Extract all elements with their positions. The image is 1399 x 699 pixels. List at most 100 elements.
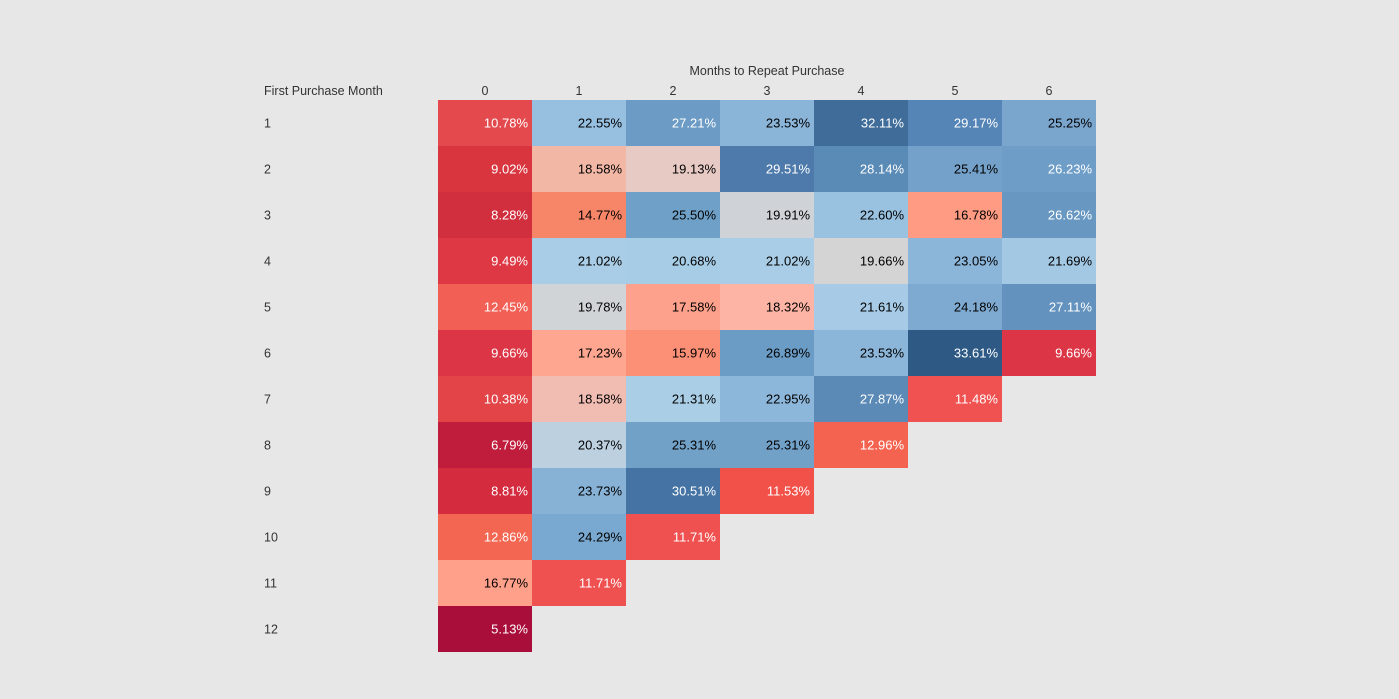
- heatmap-cell: [626, 238, 720, 284]
- cell-value-label: 9.02%: [491, 162, 528, 177]
- column-tick-label: 6: [1046, 84, 1053, 98]
- cell-value-label: 28.14%: [860, 162, 905, 177]
- cell-value-label: 21.31%: [672, 392, 717, 407]
- column-axis-title: Months to Repeat Purchase: [690, 64, 845, 78]
- cell-value-label: 25.25%: [1048, 116, 1093, 131]
- cell-value-label: 21.61%: [860, 300, 905, 315]
- heatmap-cell: [438, 560, 532, 606]
- heatmap-cell: [1002, 284, 1096, 330]
- cell-value-label: 18.58%: [578, 392, 623, 407]
- cell-value-label: 24.29%: [578, 530, 623, 545]
- column-tick-label: 4: [858, 84, 865, 98]
- column-tick-labels: 0 1 2 3 4 5 6: [482, 84, 1053, 98]
- cell-value-label: 10.78%: [484, 116, 529, 131]
- cell-value-label: 19.66%: [860, 254, 905, 269]
- cell-value-label: 12.96%: [860, 438, 905, 453]
- cell-value-label: 25.41%: [954, 162, 999, 177]
- cell-value-label: 12.86%: [484, 530, 529, 545]
- cell-value-label: 16.78%: [954, 208, 999, 223]
- cell-value-label: 22.60%: [860, 208, 905, 223]
- cell-value-label: 29.51%: [766, 162, 811, 177]
- heatmap-cell: [720, 238, 814, 284]
- heatmap-cell: [720, 468, 814, 514]
- cell-value-label: 19.91%: [766, 208, 811, 223]
- heatmap-cell: [438, 422, 532, 468]
- heatmap-cell: [814, 330, 908, 376]
- cell-value-label: 23.73%: [578, 484, 623, 499]
- row-tick-label: 2: [264, 163, 271, 177]
- cell-value-label: 10.38%: [484, 392, 529, 407]
- cell-value-label: 12.45%: [484, 300, 529, 315]
- heatmap-cell: [814, 284, 908, 330]
- heatmap-cell: [532, 468, 626, 514]
- cell-value-label: 20.68%: [672, 254, 717, 269]
- heatmap-cell: [532, 514, 626, 560]
- cell-value-label: 9.66%: [491, 346, 528, 361]
- cell-value-label: 8.28%: [491, 208, 528, 223]
- cell-value-label: 27.87%: [860, 392, 905, 407]
- cell-value-label: 14.77%: [578, 208, 623, 223]
- cell-value-label: 11.48%: [955, 392, 999, 407]
- cell-value-label: 27.11%: [1049, 300, 1093, 315]
- heatmap-cell: [626, 100, 720, 146]
- heatmap-cell: [438, 468, 532, 514]
- heatmap-cell: [1002, 100, 1096, 146]
- heatmap-cell: [438, 146, 532, 192]
- heatmap-cell: [438, 284, 532, 330]
- heatmap-cell: [532, 146, 626, 192]
- column-tick-label: 0: [482, 84, 489, 98]
- heatmap-cell: [532, 238, 626, 284]
- cell-value-label: 6.79%: [491, 438, 528, 453]
- heatmap-cell: [814, 376, 908, 422]
- cell-value-label: 26.89%: [766, 346, 811, 361]
- cell-value-label: 21.69%: [1048, 254, 1093, 269]
- row-tick-label: 12: [264, 623, 278, 637]
- heatmap-cell: [532, 100, 626, 146]
- cell-value-label: 18.58%: [578, 162, 623, 177]
- cell-value-label: 29.17%: [954, 116, 999, 131]
- heatmap-cell: [438, 376, 532, 422]
- heatmap-cell: [532, 284, 626, 330]
- heatmap-cell: [720, 192, 814, 238]
- heatmap-cell: [626, 376, 720, 422]
- cell-value-label: 11.71%: [673, 530, 717, 545]
- row-axis-title: First Purchase Month: [264, 84, 383, 98]
- heatmap-cell: [626, 330, 720, 376]
- heatmap-cell: [814, 100, 908, 146]
- heatmap-cell: [908, 146, 1002, 192]
- heatmap-cell: [720, 376, 814, 422]
- row-tick-label: 6: [264, 347, 271, 361]
- row-tick-label: 8: [264, 439, 271, 453]
- cell-value-label: 24.18%: [954, 300, 999, 315]
- heatmap-cell: [1002, 146, 1096, 192]
- column-tick-label: 2: [670, 84, 677, 98]
- cell-value-label: 11.71%: [579, 576, 623, 591]
- heatmap-cell: [908, 376, 1002, 422]
- cell-value-label: 11.53%: [767, 484, 811, 499]
- heatmap-cell: [438, 238, 532, 284]
- cell-value-label: 25.50%: [672, 208, 717, 223]
- row-tick-label: 5: [264, 301, 271, 315]
- heatmap-cell: [814, 146, 908, 192]
- heatmap-cell: [438, 192, 532, 238]
- heatmap-cell: [532, 330, 626, 376]
- cell-value-label: 25.31%: [672, 438, 717, 453]
- heatmap-cell: [720, 422, 814, 468]
- cell-value-label: 19.13%: [672, 162, 717, 177]
- row-tick-label: 9: [264, 485, 271, 499]
- heatmap-cell: [532, 376, 626, 422]
- heatmap-cell: [532, 192, 626, 238]
- heatmap-cells: [438, 100, 1096, 652]
- cell-value-label: 21.02%: [578, 254, 623, 269]
- cell-value-label: 20.37%: [578, 438, 623, 453]
- heatmap-cell: [720, 284, 814, 330]
- cell-value-label: 5.13%: [491, 622, 528, 637]
- heatmap-cell: [814, 238, 908, 284]
- row-tick-label: 4: [264, 255, 271, 269]
- cell-value-label: 26.23%: [1048, 162, 1093, 177]
- heatmap-cell: [532, 560, 626, 606]
- cell-value-label: 22.95%: [766, 392, 811, 407]
- row-tick-label: 7: [264, 393, 271, 407]
- cell-value-label: 18.32%: [766, 300, 811, 315]
